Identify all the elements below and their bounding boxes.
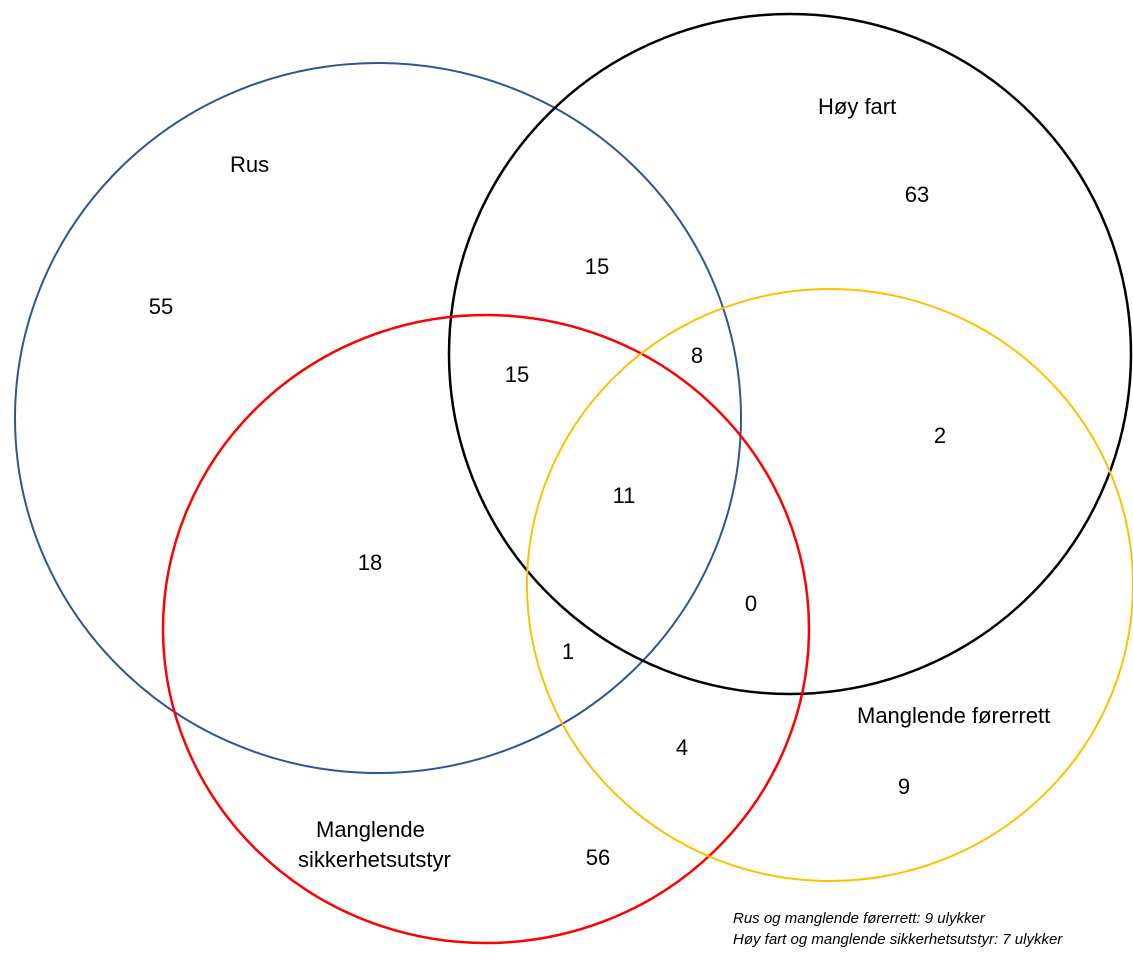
label-manglende-forerrett: Manglende førerrett [857,703,1050,728]
count-sikkerhetsutstyr-only: 56 [586,845,610,870]
count-rus-sikkerhetsutstyr: 18 [358,550,382,575]
circle-manglende-forerrett [526,288,1133,882]
count-rus-hoy-fart: 15 [585,254,609,279]
label-manglende-sikkerhetsutstyr: Manglende [316,817,425,842]
note-hoy-fart-sikkerhetsutstyr: Høy fart og manglende sikkerhetsutstyr: … [733,931,1063,948]
count-sikkerhetsutstyr-forerrett: 4 [676,735,688,760]
label-rus: Rus [230,152,269,177]
count-rus-hoy-fart-forerrett: 8 [691,343,703,368]
count-hoy-fart-forerrett: 2 [934,423,946,448]
circle-manglende-sikkerhetsutstyr [161,313,811,945]
note-rus-forerrett: Rus og manglende førerrett: 9 ulykker [733,910,986,927]
count-all-four: 11 [613,483,636,508]
circle-rus [14,62,742,774]
circle-hoy-fart [447,12,1133,696]
count-hoy-fart-sikkerhetsutstyr-forerrett: 0 [745,591,757,616]
label-manglende-sikkerhetsutstyr-line2: sikkerhetsutstyr [298,847,451,872]
count-rus-sikkerhetsutstyr-forerrett: 1 [562,639,574,664]
count-hoy-fart-only: 63 [905,182,929,207]
label-hoy-fart: Høy fart [818,94,896,119]
count-rus-only: 55 [149,294,173,319]
count-forerrett-only: 9 [898,774,910,799]
count-rus-hoy-fart-sikkerhetsutstyr: 15 [505,362,529,387]
